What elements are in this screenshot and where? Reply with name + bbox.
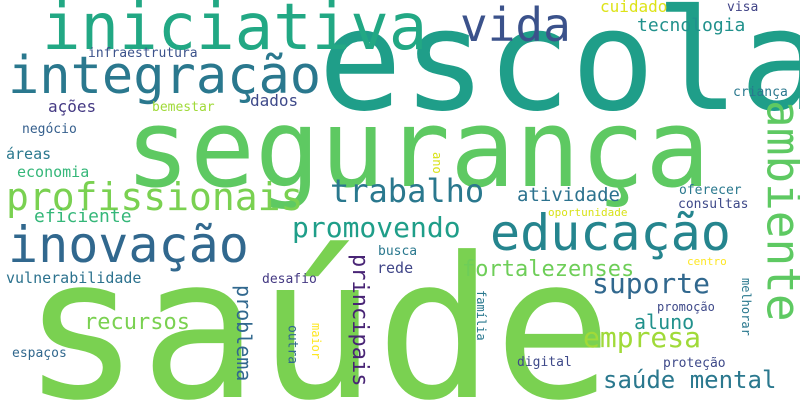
word-seguranca: segurança bbox=[125, 87, 711, 212]
word-cuidado: cuidado bbox=[600, 0, 668, 16]
word-visa: visa bbox=[727, 0, 759, 15]
word-atividade: atividade bbox=[517, 184, 620, 206]
word-infraestrutura: infraestrutura bbox=[88, 46, 198, 61]
word-ano: ano bbox=[430, 152, 445, 174]
word-fortalezenses: fortalezenses bbox=[462, 257, 635, 282]
word-outra: outra bbox=[284, 325, 300, 365]
word-saude-mental: saúde mental bbox=[603, 366, 777, 394]
word-escola: escola bbox=[318, 0, 800, 143]
word-acoes: ações bbox=[48, 97, 97, 116]
word-vulnerabilidade: vulnerabilidade bbox=[6, 269, 142, 287]
word-vida: vida bbox=[460, 0, 571, 52]
word-tecnologia: tecnologia bbox=[637, 15, 746, 36]
word-trabalho: trabalho bbox=[330, 172, 485, 210]
word-saude: saúde bbox=[22, 216, 613, 400]
word-inovacao: inovação bbox=[8, 216, 249, 274]
word-promovendo: promovendo bbox=[292, 211, 461, 244]
word-crianca: criança bbox=[733, 85, 788, 100]
word-profissionais: profissionais bbox=[6, 175, 304, 219]
word-integracao: integração bbox=[8, 46, 322, 106]
word-melhorar: melhorar bbox=[739, 278, 754, 336]
word-iniciativa: iniciativa bbox=[42, 0, 428, 65]
word-dados: dados bbox=[250, 91, 299, 110]
word-centro: centro bbox=[687, 255, 727, 268]
word-familia: família bbox=[474, 290, 489, 341]
word-eficiente: eficiente bbox=[34, 206, 132, 227]
word-problema: problema bbox=[232, 285, 256, 382]
word-areas: áreas bbox=[6, 145, 52, 163]
word-principais: principais bbox=[347, 254, 373, 387]
word-promocao: promoção bbox=[657, 300, 715, 314]
word-bemestar: bemestar bbox=[152, 100, 215, 115]
word-desafio: desafio bbox=[262, 272, 317, 287]
word-rede: rede bbox=[377, 259, 414, 277]
word-protecao: proteção bbox=[663, 356, 726, 371]
word-empresa: empresa bbox=[583, 321, 702, 354]
word-consultas: consultas bbox=[678, 197, 749, 212]
word-recursos: recursos bbox=[84, 310, 190, 335]
word-oportunidade: oportunidade bbox=[548, 206, 628, 219]
word-busca: busca bbox=[378, 244, 418, 259]
word-espacos: espaços bbox=[12, 346, 67, 361]
word-digital: digital bbox=[517, 355, 572, 370]
word-maior: maior bbox=[309, 323, 324, 360]
word-suporte: suporte bbox=[592, 267, 711, 300]
word-negocio: negócio bbox=[22, 122, 77, 137]
word-educacao: educação bbox=[490, 204, 731, 262]
word-economia: economia bbox=[17, 163, 90, 181]
word-aluno: aluno bbox=[634, 310, 695, 334]
word-ambiente: ambiente bbox=[756, 100, 800, 322]
word-oferecer: oferecer bbox=[679, 183, 742, 198]
